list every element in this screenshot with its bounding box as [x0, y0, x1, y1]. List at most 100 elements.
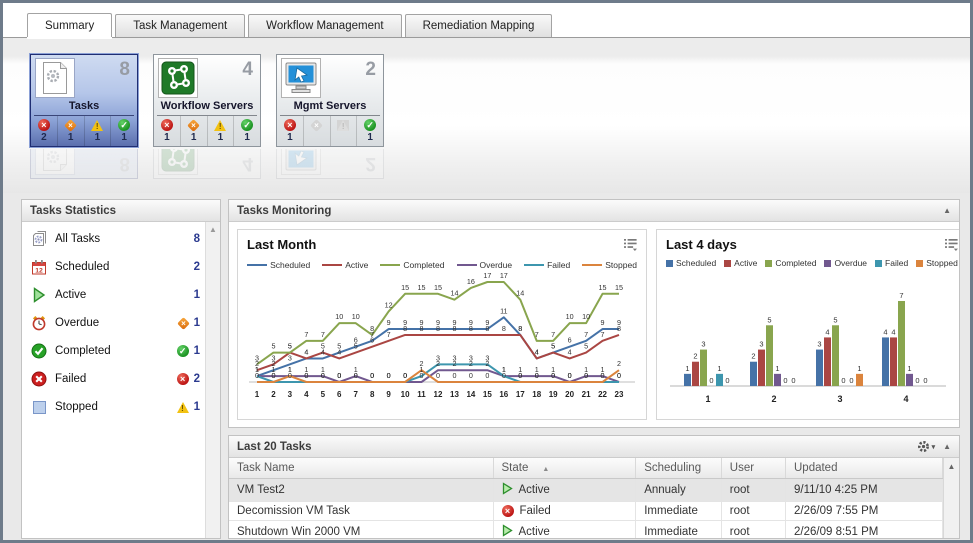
scheduling-cell: Immediate	[635, 501, 722, 521]
svg-text:1: 1	[288, 365, 292, 374]
chart-menu-icon[interactable]	[624, 238, 637, 256]
stat-count: 1	[193, 345, 200, 357]
legend-swatch	[875, 259, 883, 267]
green-check-icon: ✓	[364, 119, 377, 131]
scroll-up-icon[interactable]: ▲	[947, 462, 956, 471]
status-cell: × 1	[154, 116, 180, 146]
svg-text:11: 11	[417, 390, 426, 399]
svg-text:1: 1	[255, 390, 260, 399]
tab-remediation-mapping[interactable]: Remediation Mapping	[404, 14, 553, 37]
status-cell: ×	[302, 116, 330, 146]
svg-text:0: 0	[923, 376, 927, 385]
svg-text:8: 8	[403, 324, 407, 333]
stat-item-all-tasks[interactable]: All Tasks 8	[22, 225, 205, 253]
svg-text:22: 22	[598, 390, 607, 399]
svg-text:8: 8	[370, 324, 374, 333]
svg-text:14: 14	[450, 289, 458, 298]
tab-task-management[interactable]: Task Management	[115, 14, 246, 37]
svg-text:6: 6	[337, 390, 342, 399]
svg-text:5: 5	[584, 342, 588, 351]
svg-text:20: 20	[565, 390, 574, 399]
gear-dropdown-icon[interactable]: ▾	[917, 440, 935, 453]
stat-item-active[interactable]: Active 1	[22, 281, 205, 309]
stat-item-failed[interactable]: Failed × 2	[22, 365, 205, 393]
svg-text:15: 15	[401, 283, 409, 292]
svg-text:0: 0	[518, 371, 522, 380]
status-cell: ✓ 1	[356, 116, 383, 146]
svg-text:2: 2	[452, 359, 456, 368]
svg-text:3: 3	[485, 353, 489, 362]
svg-text:7: 7	[899, 291, 903, 300]
sidebar-scrollbar[interactable]: ▲	[205, 222, 220, 538]
legend-label: Scheduled	[676, 258, 717, 268]
legend-item-stopped: Stopped	[582, 260, 637, 270]
column-header-task-name[interactable]: Task Name	[229, 458, 494, 479]
svg-text:9: 9	[469, 318, 473, 327]
tasks-statistics-list: All Tasks 8 12 Scheduled 2 Active 1 Overdue × 1 Co…	[22, 222, 205, 538]
svg-text:4: 4	[304, 347, 308, 356]
stat-item-completed[interactable]: Completed ✓ 1	[22, 337, 205, 365]
last-month-chart-box: Last Month Scheduled Active Completed Overd…	[237, 229, 647, 420]
legend-label: Active	[734, 258, 758, 268]
stat-item-stopped[interactable]: Stopped 1	[22, 393, 205, 421]
tab-summary[interactable]: Summary	[27, 13, 113, 37]
svg-text:23: 23	[615, 390, 624, 399]
state-cell: Active	[493, 478, 637, 502]
tab-workflow-management[interactable]: Workflow Management	[248, 14, 402, 37]
stat-label: Active	[55, 289, 87, 301]
table-row[interactable]: VM Test2 Active Annualy root 9/11/10 4:25 PM	[229, 478, 943, 502]
green-check-icon: ✓	[176, 345, 189, 357]
collapse-panel-icon[interactable]: ▲	[943, 442, 951, 451]
stat-item-scheduled[interactable]: 12 Scheduled 2	[22, 253, 205, 281]
svg-text:0: 0	[601, 371, 605, 380]
collapse-panel-icon[interactable]: ▲	[943, 206, 951, 215]
warning-triangle-icon	[337, 119, 350, 133]
tasks-monitoring-header: Tasks Monitoring ▲	[229, 200, 959, 222]
svg-text:1: 1	[551, 365, 555, 374]
state-cell: × Failed	[493, 501, 637, 521]
last-month-legend: Scheduled Active Completed Overdue Failed Sto…	[247, 260, 637, 270]
svg-text:1: 1	[502, 365, 506, 374]
tasks-statistics-panel: Tasks Statistics All Tasks 8 12 Scheduled 2 A…	[21, 199, 221, 539]
svg-text:8: 8	[436, 324, 440, 333]
column-header-user[interactable]: User	[721, 458, 787, 479]
svg-text:7: 7	[370, 330, 374, 339]
svg-text:2: 2	[255, 359, 259, 368]
stat-count: 1	[193, 401, 200, 413]
stat-item-overdue[interactable]: Overdue × 1	[22, 309, 205, 337]
legend-label: Completed	[403, 260, 445, 270]
chart-menu-icon[interactable]	[944, 238, 958, 256]
state-label: Active	[518, 484, 550, 496]
main-content: Tasks Statistics All Tasks 8 12 Scheduled 2 A…	[3, 193, 970, 539]
svg-text:3: 3	[452, 353, 456, 362]
column-header-state[interactable]: State ▲	[493, 458, 637, 479]
svg-text:9: 9	[485, 318, 489, 327]
svg-text:5: 5	[271, 342, 275, 351]
svg-text:1: 1	[857, 364, 861, 373]
table-row[interactable]: Shutdown Win 2000 VM Active Immediate root 2…	[229, 520, 943, 538]
tasks-monitoring-title: Tasks Monitoring	[237, 204, 332, 217]
legend-item-completed: Completed	[765, 258, 816, 268]
svg-text:3: 3	[436, 353, 440, 362]
warning-triangle-icon	[91, 119, 104, 133]
red-x-icon: ×	[283, 119, 296, 131]
svg-text:5: 5	[321, 342, 325, 351]
svg-text:0: 0	[485, 371, 489, 380]
svg-text:17: 17	[500, 272, 508, 280]
scroll-up-icon[interactable]: ▲	[209, 225, 217, 234]
column-header-scheduling[interactable]: Scheduling	[635, 458, 722, 479]
status-cell: 1	[83, 116, 111, 146]
table-row[interactable]: Decomission VM Task × Failed Immediate root 2…	[229, 501, 943, 521]
svg-text:5: 5	[551, 342, 555, 351]
column-header-updated[interactable]: Updated	[785, 458, 943, 479]
svg-text:4: 4	[883, 327, 887, 336]
table-scrollbar[interactable]: ▲	[943, 458, 959, 538]
svg-text:3: 3	[837, 394, 842, 404]
svg-text:0: 0	[387, 371, 391, 380]
orange-diamond-icon: ×	[64, 118, 77, 132]
stat-count: 2	[193, 373, 200, 385]
